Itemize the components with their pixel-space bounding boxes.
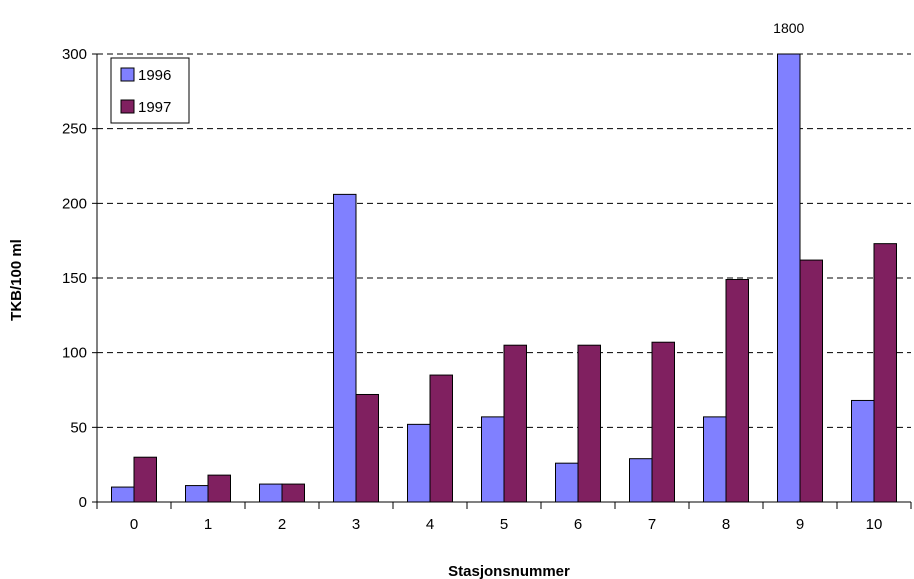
bar-1997-9: [799, 259, 823, 503]
x-tick-label: 3: [352, 516, 360, 533]
bar-1996-10: [851, 399, 875, 503]
x-tick-labels: 0 1 2 3 4 5 6 7 8 9 10: [130, 516, 883, 533]
x-tick-label: 6: [574, 516, 582, 533]
annotations: 1800: [773, 20, 804, 36]
bar-1996-1: [185, 485, 209, 503]
legend-swatch-1996: [120, 67, 135, 82]
gridlines: [97, 128, 911, 428]
bar-1996-7: [629, 458, 653, 503]
x-axis-title: Stasjonsnummer: [448, 563, 570, 579]
x-tick-label: 2: [278, 516, 286, 533]
legend: 1996 1997: [110, 57, 190, 124]
x-tick-label: 7: [648, 516, 656, 533]
x-tick-label: 5: [500, 516, 508, 533]
legend-swatch-1997: [120, 99, 135, 114]
bar-1997-4: [429, 374, 453, 503]
x-tick-label: 4: [426, 516, 434, 533]
bar-1997-5: [503, 344, 527, 503]
bar-1996-8: [703, 416, 727, 503]
legend-label-1997: 1997: [138, 99, 171, 116]
y-tick-label: 200: [62, 195, 87, 212]
y-tick-label: 250: [62, 121, 87, 138]
bar-1996-6: [555, 462, 579, 503]
bar-1996-9: [777, 53, 801, 503]
bars: [111, 53, 897, 503]
data-label-1800: 1800: [773, 20, 804, 36]
bar-1997-2: [281, 483, 305, 503]
x-tick-label: 9: [796, 516, 804, 533]
y-tick-label: 150: [62, 270, 87, 287]
y-tick-labels: 0 50 100 150 200 250 300: [62, 46, 87, 511]
bar-1997-10: [873, 243, 897, 503]
bar-1997-6: [577, 344, 601, 503]
y-axis-title: TKB/100 ml: [8, 239, 25, 321]
y-tick-label: 50: [70, 419, 87, 436]
legend-label-1996: 1996: [138, 67, 171, 84]
x-tick-label: 1: [204, 516, 212, 533]
x-tick-label: 8: [722, 516, 730, 533]
bar-1997-7: [651, 341, 675, 503]
bar-1997-8: [725, 278, 749, 503]
bar-1997-3: [355, 393, 379, 503]
bar-1997-0: [133, 456, 157, 503]
x-tick-label: 10: [866, 516, 883, 533]
bar-1997-1: [207, 474, 231, 503]
bar-1996-4: [407, 423, 431, 503]
bar-1996-5: [481, 416, 505, 503]
y-tick-label: 100: [62, 345, 87, 362]
x-tick-label: 0: [130, 516, 138, 533]
bar-1996-0: [111, 486, 135, 503]
bar-1996-2: [259, 483, 283, 503]
axes: [92, 53, 912, 509]
bar-1996-3: [333, 193, 357, 503]
y-tick-label: 300: [62, 46, 87, 63]
y-tick-label: 0: [79, 494, 87, 511]
